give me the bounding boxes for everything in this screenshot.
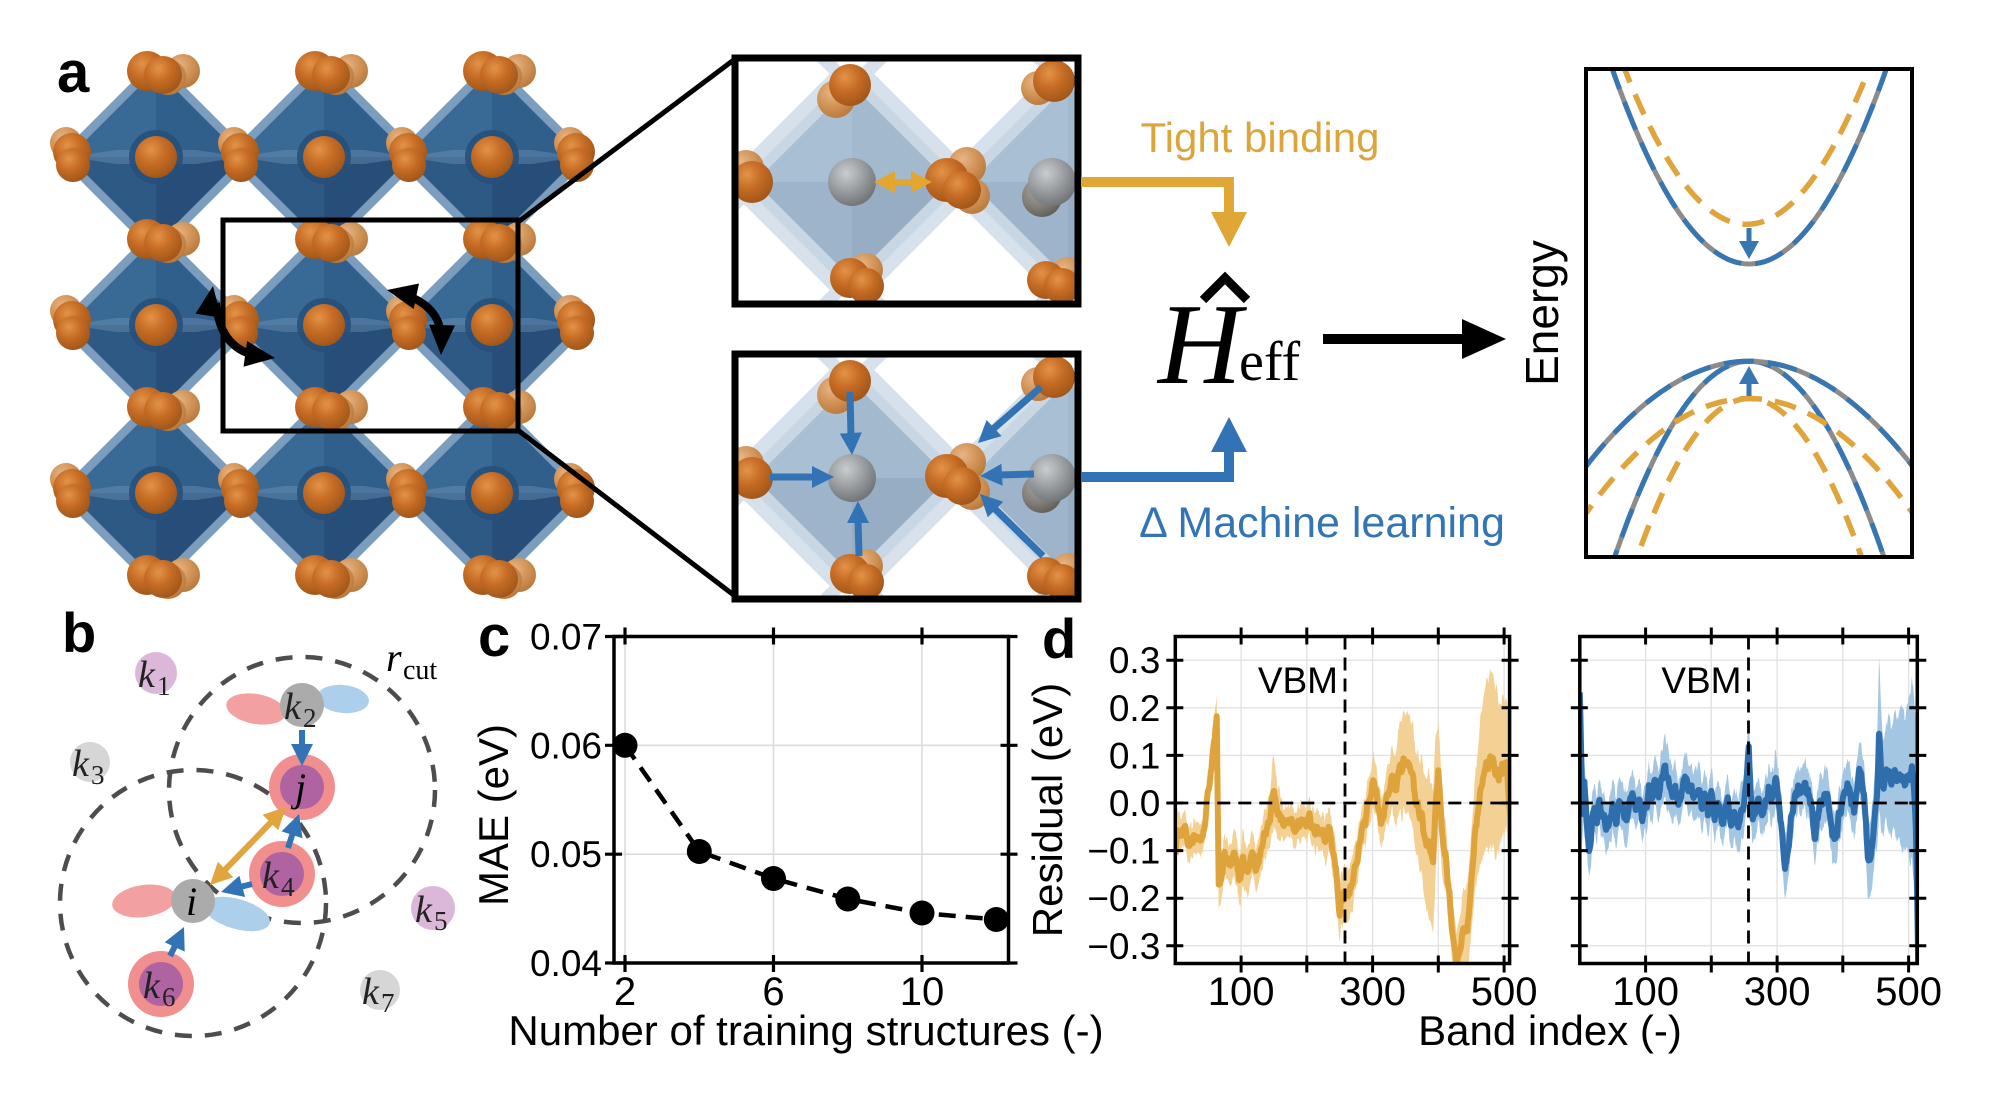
svg-text:6: 6 bbox=[162, 982, 176, 1012]
svg-text:Energy: Energy bbox=[1516, 240, 1568, 386]
svg-text:−0.3: −0.3 bbox=[1087, 926, 1160, 967]
svg-text:2: 2 bbox=[303, 703, 317, 733]
svg-text:0.3: 0.3 bbox=[1109, 640, 1160, 681]
svg-text:0.1: 0.1 bbox=[1109, 735, 1160, 776]
svg-text:VBM: VBM bbox=[1661, 660, 1741, 701]
svg-text:300: 300 bbox=[1339, 970, 1406, 1014]
svg-text:500: 500 bbox=[1875, 970, 1942, 1014]
svg-text:d: d bbox=[1042, 607, 1076, 670]
svg-text:k: k bbox=[143, 965, 161, 1007]
svg-text:5: 5 bbox=[434, 906, 448, 936]
svg-text:0.0: 0.0 bbox=[1109, 783, 1160, 824]
svg-text:cut: cut bbox=[403, 655, 437, 686]
svg-text:Number of training structures: Number of training structures (-) bbox=[508, 1007, 1103, 1054]
svg-text:i: i bbox=[186, 879, 197, 924]
svg-text:c: c bbox=[478, 604, 510, 669]
svg-text:500: 500 bbox=[1471, 970, 1538, 1014]
svg-text:k: k bbox=[415, 889, 433, 931]
svg-text:Band index (-): Band index (-) bbox=[1418, 1007, 1682, 1054]
svg-text:k: k bbox=[262, 855, 280, 897]
svg-text:b: b bbox=[62, 601, 96, 664]
svg-text:0.2: 0.2 bbox=[1109, 688, 1160, 729]
svg-text:k: k bbox=[138, 654, 156, 696]
svg-text:Tight binding: Tight binding bbox=[1141, 114, 1380, 161]
svg-text:−0.1: −0.1 bbox=[1087, 831, 1160, 872]
svg-text:a: a bbox=[57, 40, 90, 105]
svg-text:−0.2: −0.2 bbox=[1087, 878, 1160, 919]
svg-text:k: k bbox=[72, 743, 90, 785]
svg-text:6: 6 bbox=[762, 970, 784, 1014]
svg-text:H: H bbox=[1156, 281, 1247, 409]
svg-text:VBM: VBM bbox=[1258, 660, 1338, 701]
svg-text:2: 2 bbox=[614, 970, 636, 1014]
svg-text:100: 100 bbox=[1208, 970, 1275, 1014]
svg-text:0.05: 0.05 bbox=[530, 834, 602, 875]
svg-text:1: 1 bbox=[157, 671, 171, 701]
svg-text:0.04: 0.04 bbox=[530, 943, 602, 984]
svg-text:300: 300 bbox=[1744, 970, 1811, 1014]
svg-text:MAE (eV): MAE (eV) bbox=[470, 724, 517, 906]
svg-text:k: k bbox=[284, 686, 302, 728]
svg-text:100: 100 bbox=[1612, 970, 1679, 1014]
svg-text:3: 3 bbox=[91, 760, 105, 790]
svg-text:4: 4 bbox=[281, 872, 295, 902]
svg-text:j: j bbox=[290, 765, 306, 810]
svg-text:0.07: 0.07 bbox=[530, 617, 602, 658]
svg-text:Residual (eV): Residual (eV) bbox=[1024, 683, 1071, 937]
svg-text:10: 10 bbox=[900, 970, 945, 1014]
svg-text:k: k bbox=[362, 971, 380, 1013]
svg-text:7: 7 bbox=[381, 988, 395, 1018]
svg-text:0.06: 0.06 bbox=[530, 725, 602, 766]
svg-text:eff: eff bbox=[1239, 331, 1300, 393]
svg-text:r: r bbox=[386, 635, 402, 680]
svg-text:Δ Machine learning: Δ Machine learning bbox=[1139, 499, 1505, 547]
